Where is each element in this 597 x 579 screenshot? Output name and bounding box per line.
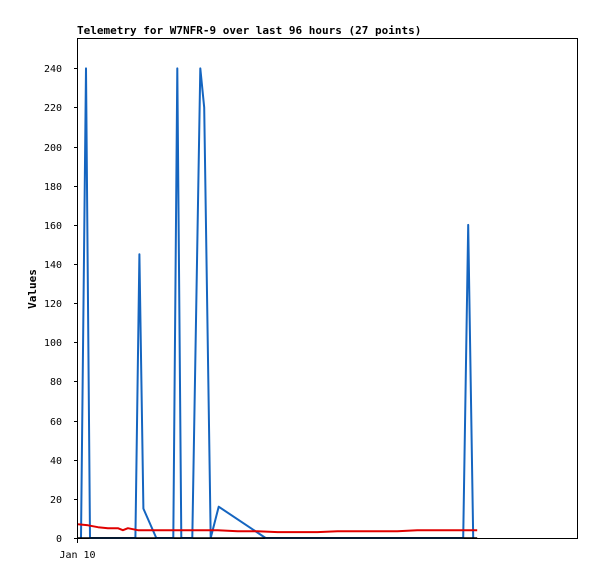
y-tick-label: 220 <box>44 103 62 114</box>
y-axis-label: Values <box>26 269 39 309</box>
series-line-2 <box>77 523 478 534</box>
x-tick-label: Jan 10 <box>59 550 95 561</box>
y-tick-label: 180 <box>44 182 62 193</box>
y-tick-label: 0 <box>56 534 62 545</box>
y-tick-label: 60 <box>50 417 62 428</box>
y-tick-label: 200 <box>44 143 62 154</box>
y-axis-ticks: 0 20 40 60 80 100 120 140 160 180 200 220 240 <box>44 64 78 545</box>
y-tick-label: 100 <box>44 338 62 349</box>
y-tick-label: 120 <box>44 299 62 310</box>
y-tick-label: 160 <box>44 221 62 232</box>
y-tick-label: 240 <box>44 64 62 75</box>
y-tick-label: 80 <box>50 377 62 388</box>
x-axis-ticks: Jan 10 <box>59 538 96 561</box>
y-tick-label: 20 <box>50 495 62 506</box>
data-series <box>77 67 478 539</box>
chart-title: Telemetry for W7NFR-9 over last 96 hours… <box>77 24 421 37</box>
y-tick-label: 140 <box>44 260 62 271</box>
y-tick-label: 40 <box>50 456 62 467</box>
